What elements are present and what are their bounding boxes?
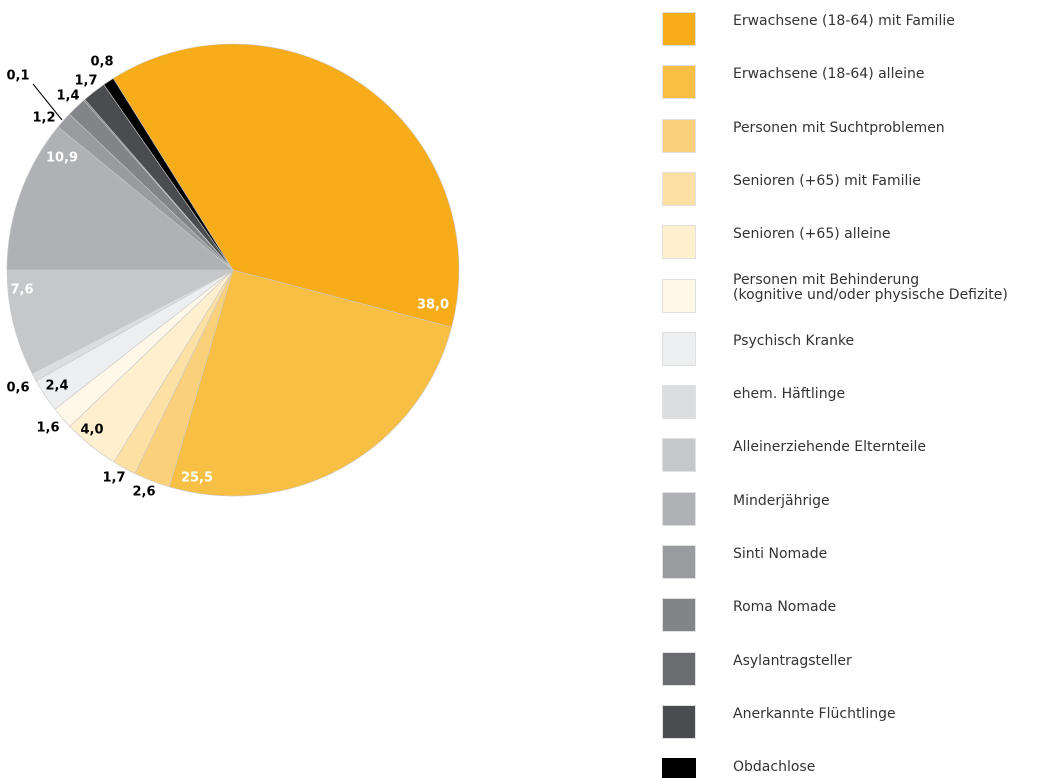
legend-label: Roma Nomade: [733, 599, 837, 616]
legend-label: ehem. Häftlinge: [733, 386, 846, 403]
legend-label: Sinti Nomade: [733, 546, 828, 562]
legend-swatch: [662, 225, 696, 260]
legend-swatch: [662, 491, 696, 526]
data-label: 2,4: [45, 379, 68, 394]
legend-swatch: [662, 118, 696, 153]
data-label: 38,0: [417, 298, 449, 313]
data-label: 1,7: [102, 471, 125, 486]
legend-label: Alleinerziehende Elternteile: [733, 439, 926, 456]
legend-swatch: [662, 385, 696, 420]
data-label: 1,4: [56, 89, 79, 104]
leader-line: [32, 83, 63, 121]
pie-slice: [112, 43, 460, 328]
data-label: 2,6: [132, 485, 155, 500]
legend-swatch: [662, 171, 696, 206]
data-label: 10,9: [46, 151, 78, 166]
pie-slice: [168, 269, 453, 497]
data-label: 0,6: [6, 381, 29, 396]
legend-swatch: [662, 12, 696, 46]
legend-swatch: [662, 331, 696, 366]
legend-swatch: [662, 545, 696, 579]
legend-label: Psychisch Kranke: [733, 332, 855, 349]
legend-swatch: [662, 758, 696, 778]
legend-label: Senioren (+65) mit Familie: [733, 172, 921, 189]
pie-slice: [6, 269, 234, 374]
legend-swatch: [662, 65, 696, 100]
data-label: 0,1: [6, 69, 29, 84]
data-label: 25,5: [181, 471, 213, 486]
legend-swatch: [662, 278, 696, 313]
data-label: 1,7: [74, 74, 97, 89]
pie-area: 38,0 25,5 2,6 1,7 4,0 1,6 2,4 0,6 7,6 10,9 1,21,4 0…: [6, 43, 460, 500]
legend-label: Personen mit Behinderung (kognitive und/…: [733, 272, 1008, 303]
data-label: 4,0: [80, 423, 103, 438]
legend-label: Anerkannte Flüchtlinge: [733, 705, 896, 722]
legend-label: Obdachlose: [733, 759, 816, 776]
legend-label: Erwachsene (18-64) mit Familie: [733, 13, 955, 29]
legend-swatch: [662, 651, 696, 686]
legend-label: Erwachsene (18-64) alleine: [733, 66, 925, 83]
pie-slice: [103, 77, 234, 271]
legend-label: Minderjährige: [733, 492, 830, 509]
data-label: 1,6: [36, 421, 59, 436]
legend-label: Asylantragsteller: [733, 652, 852, 669]
data-label: 0,8: [90, 55, 113, 70]
legend-swatch: [662, 704, 696, 739]
data-label: 7,6: [10, 283, 33, 298]
legend-label: Senioren (+65) alleine: [733, 226, 891, 243]
legend-swatch: [662, 438, 696, 473]
pie-slice: [6, 126, 234, 271]
legend-swatch: [662, 598, 696, 633]
legend-label: Personen mit Suchtproblemen: [733, 119, 945, 136]
data-label: 1,2: [32, 111, 55, 126]
